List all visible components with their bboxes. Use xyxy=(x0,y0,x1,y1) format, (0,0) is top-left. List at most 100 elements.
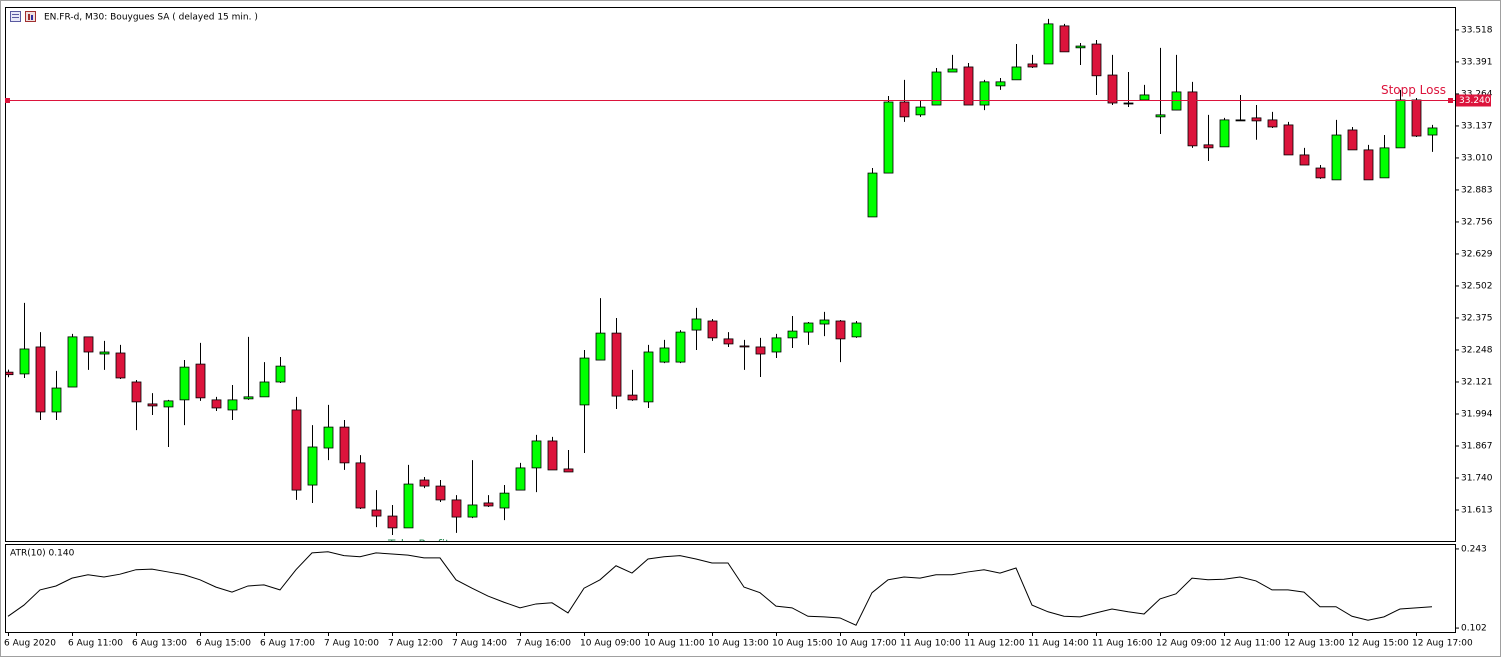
y-tick-label: 32.756 xyxy=(1461,217,1493,227)
candle-body xyxy=(611,332,622,397)
candle-body xyxy=(467,504,478,518)
x-tick-label: 11 Aug 10:00 xyxy=(900,639,961,649)
x-tick-label: 12 Aug 13:00 xyxy=(1284,639,1345,649)
y-tick-label: 33.391 xyxy=(1461,57,1493,67)
y-tick-label: 31.867 xyxy=(1461,441,1493,451)
candle-body xyxy=(1219,119,1230,148)
candle-body xyxy=(307,446,318,486)
y-tick-label: 32.248 xyxy=(1461,345,1493,355)
candle-body xyxy=(1251,117,1262,122)
candle-body xyxy=(355,462,366,509)
candle-body xyxy=(979,81,990,106)
candle-body xyxy=(419,479,430,487)
y-tick-label: 31.994 xyxy=(1461,409,1493,419)
y-tick-label: 31.740 xyxy=(1461,473,1493,483)
candle-body xyxy=(1059,25,1070,53)
candle-body xyxy=(1027,63,1038,68)
x-tick-label: 7 Aug 16:00 xyxy=(516,639,571,649)
candle-body xyxy=(1043,23,1054,65)
x-tick-label: 12 Aug 11:00 xyxy=(1220,639,1281,649)
candle-body xyxy=(803,322,814,333)
y-tick-label: 31.613 xyxy=(1461,506,1493,516)
level-value-label: 33.240 xyxy=(1459,96,1491,106)
candle-body xyxy=(1123,102,1134,105)
candle-body xyxy=(451,499,462,518)
candle-body xyxy=(435,485,446,501)
candle-body xyxy=(739,345,750,348)
y-tick-label: 32.375 xyxy=(1461,313,1493,323)
candle-body xyxy=(643,351,654,403)
chart-title: EN.FR-d, M30: Bouygues SA ( delayed 15 m… xyxy=(44,13,258,23)
level-name: Stopp Loss xyxy=(1381,83,1446,97)
level-handle xyxy=(5,98,10,103)
y-tick-label: 33.137 xyxy=(1461,121,1493,131)
x-tick-label: 12 Aug 15:00 xyxy=(1348,639,1409,649)
candle-body xyxy=(1107,74,1118,104)
candle-body xyxy=(51,387,62,413)
y-tick-label: 32.502 xyxy=(1461,281,1493,291)
candle-body xyxy=(147,403,158,407)
x-tick-label: 7 Aug 14:00 xyxy=(452,639,507,649)
candle-body xyxy=(243,396,254,400)
candle-body xyxy=(851,322,862,338)
y-tick-label: 32.121 xyxy=(1461,377,1493,387)
candle-body xyxy=(771,337,782,353)
candle-body xyxy=(547,440,558,471)
y-tick-label: 33.010 xyxy=(1461,153,1493,163)
main-panel xyxy=(5,7,1456,542)
candle-body xyxy=(371,509,382,517)
candle-body xyxy=(291,409,302,491)
candle-body xyxy=(915,106,926,116)
candle-body xyxy=(131,381,142,403)
candle-body xyxy=(1267,119,1278,128)
x-tick-label: 11 Aug 14:00 xyxy=(1028,639,1089,649)
candle-body xyxy=(563,468,574,473)
y-tick-label: 33.518 xyxy=(1461,25,1493,35)
x-tick-label: 10 Aug 17:00 xyxy=(836,639,897,649)
atr-line xyxy=(7,551,1433,626)
x-tick-label: 6 Aug 15:00 xyxy=(196,639,251,649)
candle-body xyxy=(6,371,14,376)
candle-body xyxy=(227,399,238,411)
candle-body xyxy=(211,399,222,409)
candle-body xyxy=(1011,66,1022,81)
candle-body xyxy=(259,381,270,398)
candle-body xyxy=(1379,147,1390,179)
x-tick-label: 6 Aug 17:00 xyxy=(260,639,315,649)
candle-body xyxy=(819,319,830,325)
x-tick-label: 10 Aug 13:00 xyxy=(708,639,769,649)
candle-body xyxy=(1299,154,1310,166)
candle-body xyxy=(1075,45,1086,49)
x-tick-label: 6 Aug 2020 xyxy=(4,639,56,649)
x-tick-label: 12 Aug 17:00 xyxy=(1412,639,1473,649)
candle-body xyxy=(531,440,542,469)
candle-body xyxy=(1235,119,1246,122)
candle-body xyxy=(83,336,94,353)
main-plot: Take Profit xyxy=(6,18,1455,552)
symbol-icons xyxy=(10,11,36,22)
candle-body xyxy=(1139,94,1150,101)
candle-body xyxy=(339,426,350,464)
candle-body xyxy=(995,81,1006,87)
candle-body xyxy=(963,66,974,106)
candle-body xyxy=(163,400,174,408)
candle-body xyxy=(1363,149,1374,181)
candle-body xyxy=(195,363,206,399)
annotation: Take Profit xyxy=(387,538,450,552)
atr-panel xyxy=(5,544,1456,633)
candle-body xyxy=(1427,127,1438,136)
candle-body xyxy=(755,346,766,355)
candle-body xyxy=(1395,99,1406,149)
candle-body xyxy=(723,338,734,345)
y-tick-label: 32.883 xyxy=(1461,185,1493,195)
candle-body xyxy=(387,515,398,529)
candle-body xyxy=(691,318,702,331)
x-tick-label: 12 Aug 09:00 xyxy=(1156,639,1217,649)
candle-body xyxy=(899,101,910,118)
candle-body xyxy=(67,336,78,388)
candle-body xyxy=(35,346,46,413)
candle-body xyxy=(1203,144,1214,149)
x-tick-label: 10 Aug 11:00 xyxy=(644,639,705,649)
